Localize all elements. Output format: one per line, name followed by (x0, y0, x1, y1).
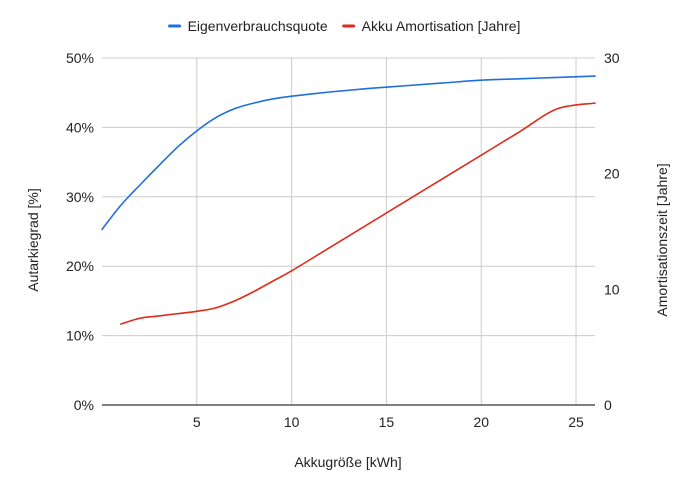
legend-entry: Eigenverbrauchsquote (168, 18, 328, 34)
x-tick-label: 15 (379, 414, 395, 430)
x-tick-label: 20 (473, 414, 489, 430)
legend: Eigenverbrauchsquote Akku Amortisation [J… (168, 18, 521, 34)
y-tick-label: 50% (66, 50, 94, 66)
y2-axis-title: Amortisationszeit [Jahre] (654, 163, 670, 316)
x-tick-label: 25 (568, 414, 584, 430)
y2-tick-label: 0 (604, 397, 612, 413)
x-tick-label: 5 (193, 414, 201, 430)
y2-tick-label: 30 (604, 50, 620, 66)
y-tick-label: 30% (66, 189, 94, 205)
x-axis-title: Akkugröße [kWh] (294, 454, 401, 470)
legend-label: Akku Amortisation [Jahre] (362, 18, 521, 34)
y-tick-label: 0% (74, 397, 94, 413)
y-tick-label: 20% (66, 258, 94, 274)
y2-tick-labels: 0 10 20 30 (604, 50, 620, 413)
y-tick-label: 40% (66, 119, 94, 135)
x-tick-labels: 5 10 15 20 25 (193, 414, 584, 430)
x-tick-label: 10 (284, 414, 300, 430)
y-tick-labels: 0% 10% 20% 30% 40% 50% (66, 50, 94, 413)
y-axis-title: Autarkiegrad [%] (25, 188, 41, 292)
series-lines (101, 75, 596, 325)
legend-entry: Akku Amortisation [Jahre] (342, 18, 521, 34)
y-tick-label: 10% (66, 328, 94, 344)
legend-label: Eigenverbrauchsquote (188, 18, 328, 34)
series-line (120, 102, 596, 325)
series-line (101, 75, 596, 231)
grid-lines (102, 57, 595, 405)
y2-tick-label: 10 (604, 281, 620, 297)
y2-tick-label: 20 (604, 166, 620, 182)
